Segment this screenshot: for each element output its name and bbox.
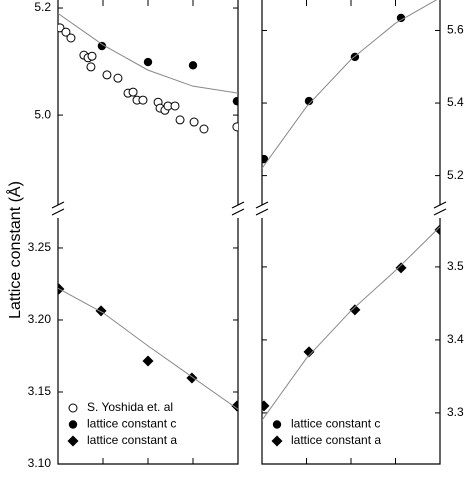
filled-circle-marker (97, 41, 107, 51)
open-circle-marker (113, 73, 123, 83)
filled-circle-marker (396, 13, 406, 23)
legend-label: lattice constant c (291, 417, 380, 431)
y-tick-label: 5.0 (34, 107, 51, 121)
open-circle-marker (138, 95, 148, 105)
open-circle-marker (66, 33, 76, 43)
legend-label: S. Yoshida et. al (87, 400, 173, 414)
plot-area (58, 12, 238, 134)
fit-curve (58, 287, 238, 410)
open-circle-marker (68, 403, 78, 413)
y-tick-label: 3.5 (447, 259, 464, 273)
filled-circle-marker (188, 61, 198, 70)
fit-curve (58, 12, 238, 94)
diamond-marker (395, 262, 407, 274)
y-tick-label: 5.2 (447, 168, 464, 182)
y-axis-label: Lattice constant (Å) (5, 181, 24, 319)
y-tick-label: 3.4 (447, 332, 464, 346)
filled-circle-marker (143, 57, 153, 67)
y-tick-label: 3.3 (447, 405, 464, 419)
plot-area (262, 0, 438, 169)
diamond-marker (349, 304, 361, 316)
filled-circle-marker (304, 96, 314, 106)
open-circle-marker (175, 115, 185, 125)
open-circle-marker (128, 87, 138, 97)
axes-frame (51, 0, 447, 465)
open-circle-marker (61, 27, 71, 37)
diamond-marker (142, 355, 154, 367)
y-tick-label: 5.2 (34, 0, 51, 14)
filled-circle-marker (272, 420, 282, 429)
y-tick-label: 3.25 (28, 240, 52, 254)
filled-circle-marker (232, 96, 238, 106)
diamond-marker (67, 435, 79, 447)
diamond-marker (303, 346, 315, 358)
open-circle-marker (232, 122, 238, 132)
fit-curve (262, 0, 438, 169)
legend-label: lattice constant a (87, 433, 177, 447)
open-circle-marker (199, 124, 209, 134)
y-tick-label: 3.10 (28, 456, 52, 470)
open-circle-marker (102, 70, 112, 80)
y-tick-label: 3.15 (28, 384, 52, 398)
open-circle-marker (86, 62, 96, 72)
diamond-marker (262, 400, 270, 412)
open-circle-marker (87, 51, 97, 61)
plot-area (262, 224, 440, 421)
legend-label: lattice constant a (291, 433, 381, 447)
fit-curve (262, 226, 440, 421)
filled-circle-marker (68, 420, 78, 429)
y-tick-label: 5.6 (447, 23, 464, 37)
y-tick-label: 3.20 (28, 312, 52, 326)
open-circle-marker (170, 101, 180, 111)
y-tick-label: 5.4 (447, 95, 464, 109)
legend-label: lattice constant c (87, 417, 176, 431)
diamond-marker (58, 283, 65, 295)
diamond-marker (271, 435, 283, 447)
plot-area (58, 283, 238, 412)
open-circle-marker (189, 117, 199, 127)
